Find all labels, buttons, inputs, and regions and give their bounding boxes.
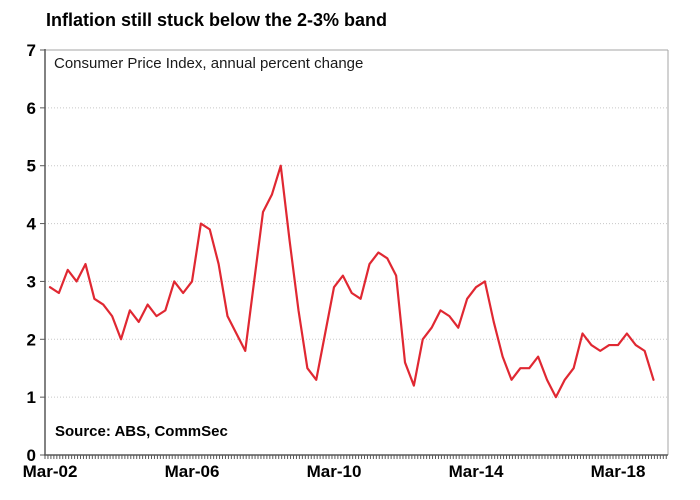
- x-axis-label: Mar-02: [23, 462, 78, 481]
- y-axis-label: 3: [27, 272, 36, 291]
- x-axis-label: Mar-06: [165, 462, 220, 481]
- y-axis-label: 0: [27, 446, 36, 465]
- y-axis-label: 4: [27, 215, 37, 234]
- chart-subtitle: Consumer Price Index, annual percent cha…: [54, 55, 364, 72]
- source-note: Source: ABS, CommSec: [55, 423, 228, 440]
- y-axis-label: 7: [27, 41, 36, 60]
- chart-title: Inflation still stuck below the 2-3% ban…: [46, 10, 388, 30]
- y-axis-label: 6: [27, 99, 36, 118]
- cpi-series-line: [48, 164, 655, 399]
- y-axis-label: 2: [27, 330, 36, 349]
- x-axis-label: Mar-18: [591, 462, 646, 481]
- y-axis-label: 5: [27, 157, 36, 176]
- y-axis-label: 1: [27, 388, 36, 407]
- x-axis-label: Mar-14: [449, 462, 504, 481]
- x-axis-label: Mar-10: [307, 462, 362, 481]
